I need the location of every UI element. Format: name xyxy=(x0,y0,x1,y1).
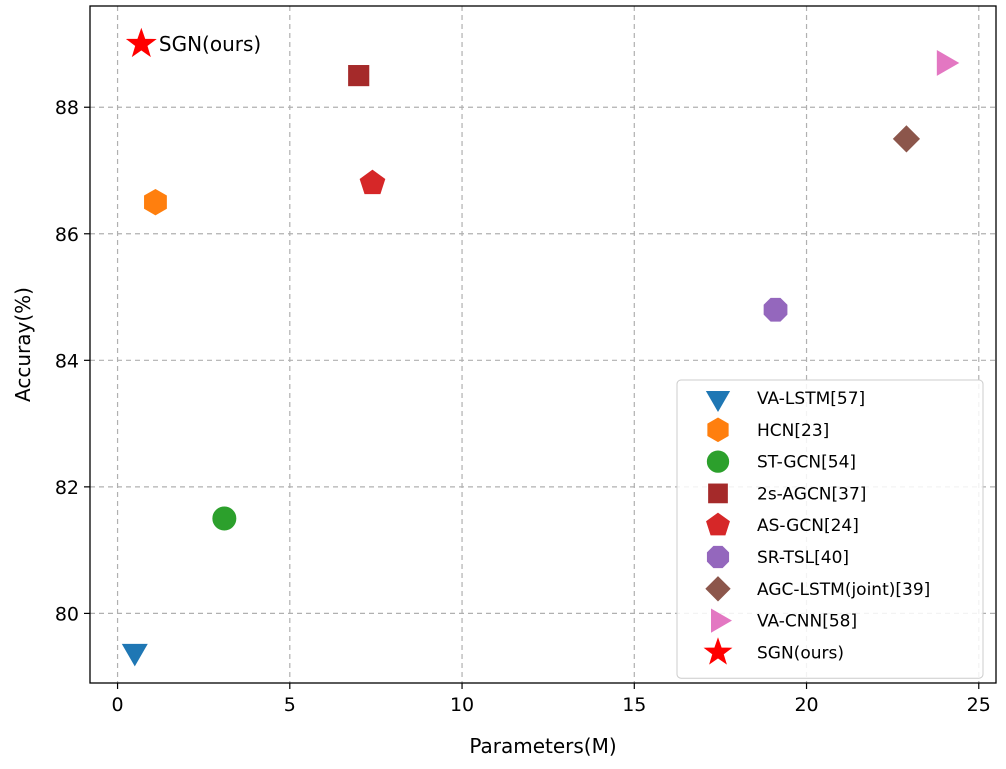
legend-label: SR-TSL[40] xyxy=(757,548,849,568)
data-point-square xyxy=(348,65,370,87)
y-tick-label: 82 xyxy=(55,477,79,499)
data-point-diamond xyxy=(892,125,921,153)
legend-marker-square xyxy=(708,483,728,504)
legend-label: ST-GCN[54] xyxy=(757,453,856,473)
y-tick-label: 84 xyxy=(55,350,79,372)
legend-label: AS-GCN[24] xyxy=(757,516,859,536)
data-point-hexagon xyxy=(144,188,167,216)
legend-marker-triangle-right xyxy=(711,608,732,633)
legend-label: SGN(ours) xyxy=(757,643,844,663)
legend-box xyxy=(676,379,984,679)
legend-label: AGC-LSTM(joint)[39] xyxy=(757,580,930,600)
x-tick-label: 5 xyxy=(284,694,296,716)
data-point-triangle-right xyxy=(936,49,960,76)
legend-marker-octagon xyxy=(706,545,730,569)
legend-label: HCN[23] xyxy=(757,421,829,441)
legend-marker-triangle-down xyxy=(705,391,731,412)
data-point-triangle-down xyxy=(121,643,148,667)
x-tick-label: 15 xyxy=(622,694,646,716)
data-points xyxy=(121,27,960,667)
legend-marker-circle xyxy=(706,450,730,473)
grid xyxy=(90,6,996,683)
y-tick-label: 88 xyxy=(55,97,79,119)
legend-marker-pentagon xyxy=(706,512,730,536)
x-tick-label: 25 xyxy=(967,694,991,716)
legend-label: 2s-AGCN[37] xyxy=(757,484,866,504)
legend: VA-LSTM[57] HCN[23] ST-GCN[54] 2s-AGCN[37] A… xyxy=(676,379,984,679)
x-tick-label: 0 xyxy=(112,694,124,716)
annotations: SGN(ours) xyxy=(159,32,261,56)
legend-label: VA-LSTM[57] xyxy=(757,389,865,409)
point-annotation: SGN(ours) xyxy=(159,32,261,56)
legend-label: VA-CNN[58] xyxy=(757,612,857,632)
y-tick-label: 80 xyxy=(55,603,79,625)
legend-marker-hexagon xyxy=(707,417,729,443)
data-point-star xyxy=(125,27,157,58)
plot-frame xyxy=(89,5,997,684)
data-point-pentagon xyxy=(359,169,386,195)
y-axis-label: Accuray(%) xyxy=(11,287,35,402)
x-axis-label: Parameters(M) xyxy=(469,734,616,758)
data-point-circle xyxy=(212,506,237,531)
y-tick-label: 86 xyxy=(55,224,79,246)
legend-marker-diamond xyxy=(705,576,731,602)
x-tick-label: 10 xyxy=(450,694,474,716)
data-point-octagon xyxy=(763,297,788,322)
axis-ticks: 0 5 10 15 20 25 80 82 84 86 88 xyxy=(55,97,991,716)
legend-marker-star xyxy=(703,637,733,665)
x-tick-label: 20 xyxy=(794,694,818,716)
